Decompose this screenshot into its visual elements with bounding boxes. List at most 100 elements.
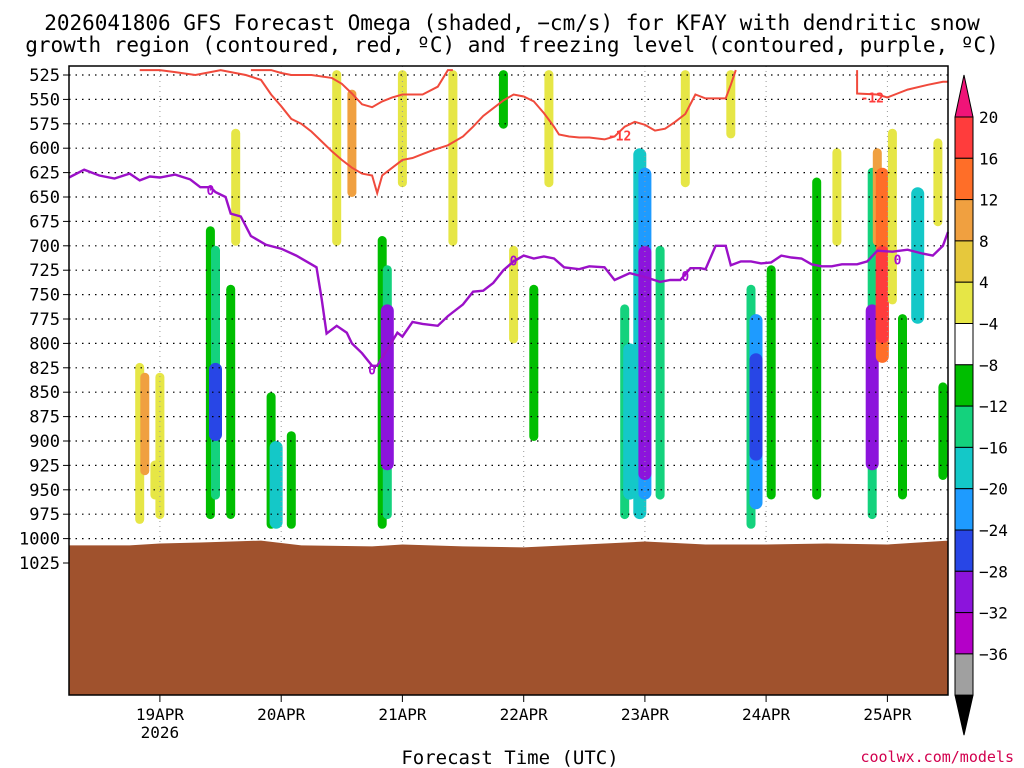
colorbar-segment: [954, 74, 974, 118]
x-tick-label: 25APR: [863, 705, 912, 724]
colorbar-segment: [954, 116, 974, 159]
omega-cell: [332, 70, 342, 246]
colorbar-label: −32: [979, 604, 1008, 623]
dgz-contour-line: [250, 69, 453, 109]
colorbar-label: −12: [979, 397, 1008, 416]
y-tick-label: 875: [29, 408, 60, 428]
terrain-ground: [69, 540, 948, 695]
colorbar-segment: [954, 612, 974, 655]
plot-frame: [68, 65, 949, 696]
chart-title-line2: growth region (contoured, red, ºC) and f…: [25, 33, 999, 57]
freezing-level-label: 0: [894, 253, 902, 268]
colorbar-segment: [954, 405, 974, 448]
contour-lines: 0 0 0 0 0 -12 -12: [68, 69, 950, 379]
y-tick-label: 925: [29, 456, 60, 476]
y-tick-label: 975: [29, 505, 60, 525]
x-tick-label: 23APR: [621, 705, 670, 724]
x-axis-label: Forecast Time (UTC): [401, 747, 618, 768]
colorbar-segment: [954, 694, 974, 736]
y-tick-label: 675: [29, 212, 60, 232]
y-tick-label: 625: [29, 164, 60, 184]
x-tick-label: 21APR: [378, 705, 427, 724]
colorbar-segment: [954, 199, 974, 242]
dgz-contour-line: [856, 70, 948, 99]
y-tick-label: 850: [29, 383, 60, 403]
y-tick-label: 900: [29, 432, 60, 452]
colorbar-segment: [954, 364, 974, 407]
omega-cell: [938, 382, 948, 480]
omega-cell: [638, 245, 652, 480]
y-tick-label: 1025: [19, 554, 60, 574]
omega-cell: [898, 314, 907, 500]
y-tick-label: 700: [29, 237, 60, 257]
chart-title-line1: 2026041806 GFS Forecast Omega (shaded, −…: [44, 11, 980, 35]
omega-cell: [680, 70, 690, 188]
omega-cell: [231, 128, 241, 246]
credit-link[interactable]: coolwx.com/models: [860, 748, 1014, 766]
colorbar-segment: [954, 157, 974, 201]
colorbar-segment: [954, 446, 974, 490]
omega-cell: [347, 89, 357, 197]
omega-cell: [812, 177, 822, 500]
colorbar-label: −24: [979, 521, 1008, 540]
omega-cell: [226, 284, 236, 519]
plot-area: 0 0 0 0 0 -12 -12: [68, 65, 950, 696]
y-tick-label: 1000: [19, 530, 60, 550]
omega-cell: [286, 431, 296, 529]
colorbar-segment: [954, 653, 974, 696]
colorbar-segment: [954, 529, 974, 572]
x-tick-label: 19APR: [136, 705, 185, 724]
pressure-axis: 525 550 575 600 625 650 675 700 725 750 775 800 825 8…: [19, 66, 69, 574]
omega-cell: [933, 138, 943, 227]
colorbar-label: −16: [979, 438, 1008, 457]
omega-cell: [911, 187, 925, 324]
omega-cell: [380, 304, 394, 471]
freezing-level-label: 0: [368, 364, 376, 379]
y-tick-label: 825: [29, 359, 60, 379]
y-tick-label: 800: [29, 334, 60, 354]
freezing-level-label: 0: [510, 254, 518, 269]
y-tick-label: 750: [29, 286, 60, 306]
colorbar-segment: [954, 323, 974, 366]
omega-cell: [140, 372, 150, 476]
colorbar-segment: [954, 240, 974, 283]
colorbar-segment: [954, 570, 974, 614]
omega-cell: [766, 265, 776, 500]
colorbar-label: 20: [979, 108, 998, 127]
colorbar-label: −4: [979, 315, 998, 334]
y-tick-label: 725: [29, 261, 60, 281]
y-tick-label: 650: [29, 188, 60, 208]
omega-cell: [397, 70, 407, 188]
dgz-contour-label: -12: [860, 91, 883, 106]
y-tick-label: 550: [29, 90, 60, 110]
x-tick-label: 24APR: [742, 705, 791, 724]
x-tick-label: 20APR: [257, 705, 306, 724]
omega-cell: [623, 343, 637, 500]
colorbar-label: −36: [979, 645, 1008, 664]
omega-cell: [865, 304, 879, 471]
colorbar-label: 16: [979, 149, 998, 168]
y-tick-label: 775: [29, 310, 60, 330]
dgz-contour-line: [139, 69, 737, 197]
omega-cell: [155, 372, 165, 520]
freezing-level-label: 0: [206, 184, 214, 199]
y-tick-label: 600: [29, 139, 60, 159]
colorbar-label: 8: [979, 232, 989, 251]
colorbar-label: 12: [979, 191, 998, 210]
freezing-level-line: [68, 168, 950, 367]
x-tick-label: 22APR: [500, 705, 549, 724]
omega-cell: [544, 70, 554, 188]
omega-cell: [269, 441, 283, 529]
colorbar-label: −28: [979, 562, 1008, 581]
colorbar-label: 4: [979, 273, 989, 292]
colorbar: 20 16 12 8 4 −4 −8 −12 −16 −20 −24 −28 −32 −36: [954, 74, 1008, 736]
omega-cell: [655, 245, 665, 500]
dgz-contour-label: -12: [608, 129, 631, 144]
omega-cell: [749, 353, 763, 461]
y-tick-label: 575: [29, 115, 60, 135]
y-tick-label: 525: [29, 66, 60, 86]
omega-cell: [448, 70, 458, 246]
